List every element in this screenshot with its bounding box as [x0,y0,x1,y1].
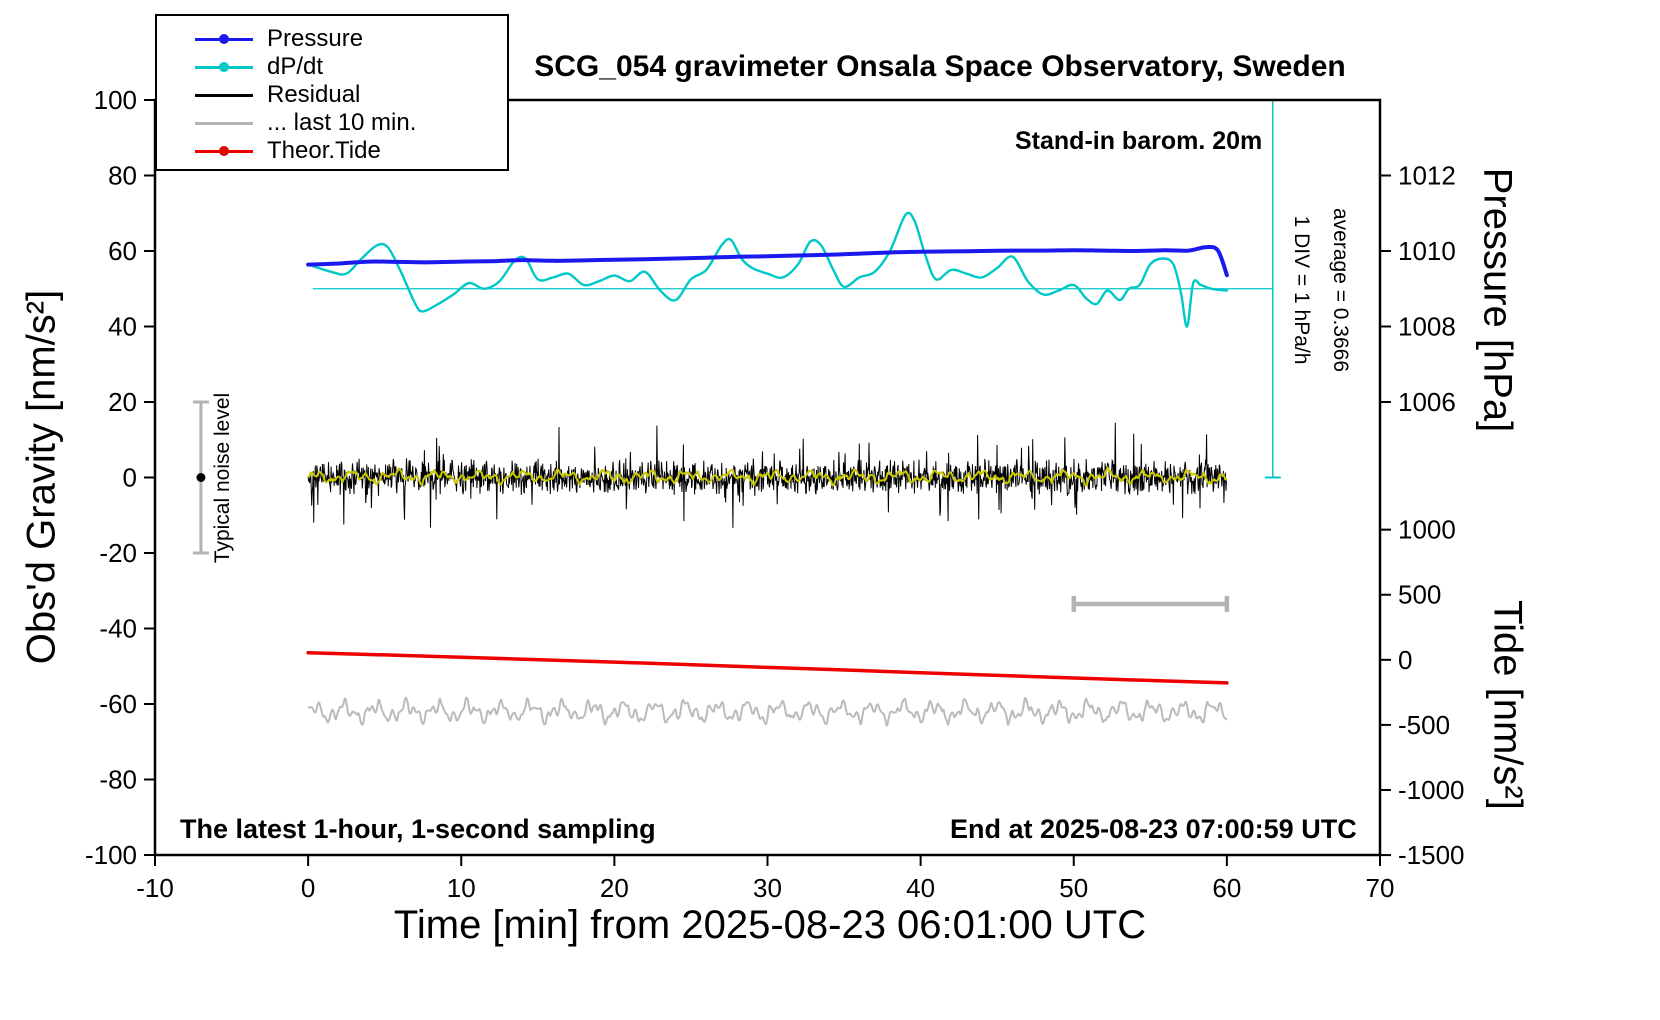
legend-label: Theor.Tide [267,137,381,164]
legend-label: dP/dt [267,53,324,80]
annotation-average: average = 0.3666 [1329,207,1352,373]
y-tick-label: -60 [99,689,137,719]
annotation-noise-level: Typical noise level [211,392,234,564]
tide-tick-label: 500 [1398,580,1441,610]
y-axis-label-pressure: Pressure [hPa] [1475,167,1520,433]
series-residual-filtered [307,466,1228,487]
x-tick-label: 40 [906,873,935,903]
legend: Pressure dP/dt Residual ... last 10 min.… [155,14,509,171]
series-dp-dt [311,211,1229,328]
x-axis-label: Time [min] from 2025-08-23 06:01:00 UTC [393,903,1147,947]
series--last-10-min- [307,696,1228,727]
tide-tick-label: 0 [1398,645,1412,675]
annotation-sampling: The latest 1-hour, 1-second sampling [180,814,656,844]
y-axis-label-tide: Tide [nm/s²] [1485,600,1530,810]
legend-item-residual: Residual [157,81,507,109]
theor-tide-line-icon [195,146,253,156]
x-tick-label: 60 [1212,873,1241,903]
annotation-end-time: End at 2025-08-23 07:00:59 UTC [950,814,1357,844]
tide-tick-label: -1500 [1398,840,1465,870]
x-tick-label: -10 [136,873,174,903]
series-pressure [306,244,1229,278]
x-tick-label: 0 [301,873,315,903]
pressure-tick-label: 1012 [1398,161,1456,191]
x-tick-label: 20 [600,873,629,903]
x-tick-label: 70 [1366,873,1395,903]
legend-item-dpdt: dP/dt [157,53,507,81]
legend-label: ... last 10 min. [267,109,417,136]
y-tick-label: 40 [108,312,137,342]
tide-tick-label: -1000 [1398,775,1465,805]
pressure-tick-label: 1008 [1398,312,1456,342]
x-tick-label: 50 [1059,873,1088,903]
y-tick-label: 80 [108,161,137,191]
annotation-barometer: Stand-in barom. 20m [1015,127,1263,155]
noise-errorbar-dot [196,473,206,482]
y-tick-label: 20 [108,387,137,417]
pressure-tick-label: 1006 [1398,387,1456,417]
y-tick-label: 60 [108,236,137,266]
y-axis-label-gravity: Obs'd Gravity [nm/s²] [19,289,64,665]
y-tick-label: -100 [85,840,137,870]
y-tick-label: -80 [99,765,137,795]
legend-label: Pressure [267,25,364,52]
last10min-line-icon [195,118,253,128]
residual-line-icon [195,90,253,100]
y-tick-label: -40 [99,614,137,644]
legend-item-pressure: Pressure [157,25,507,53]
series-theor-tide [306,650,1229,685]
legend-item-theor-tide: Theor.Tide [157,137,507,165]
chart-title: SCG_054 gravimeter Onsala Space Observat… [534,50,1346,83]
y-tick-label: 0 [123,463,137,493]
pressure-tick-label: 1010 [1398,236,1456,266]
tide-tick-label: -500 [1398,710,1450,740]
x-tick-label: 30 [753,873,782,903]
pressure-line-icon [195,34,253,44]
y-tick-label: 100 [94,85,137,115]
annotation-div-scale: 1 DIV = 1 hPa/h [1290,215,1313,365]
x-tick-label: 10 [447,873,476,903]
legend-item-last10min: ... last 10 min. [157,109,507,137]
tide-tick-label: 1000 [1398,515,1456,545]
legend-label: Residual [267,81,361,108]
dpdt-line-icon [195,62,253,72]
series-residual [307,422,1227,528]
y-tick-label: -20 [99,538,137,568]
